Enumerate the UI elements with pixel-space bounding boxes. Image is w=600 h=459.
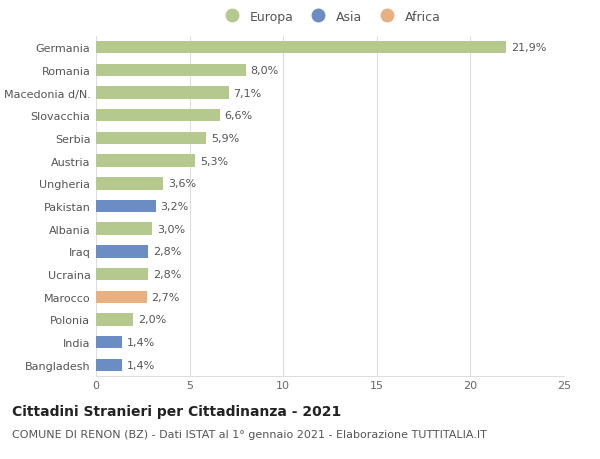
Text: 21,9%: 21,9% [511, 43, 546, 53]
Bar [96, 87, 229, 100]
Text: 2,8%: 2,8% [153, 269, 181, 280]
Text: 1,4%: 1,4% [127, 360, 155, 370]
Text: 2,7%: 2,7% [151, 292, 179, 302]
Text: 2,8%: 2,8% [153, 247, 181, 257]
Text: 3,2%: 3,2% [161, 202, 189, 212]
Text: 8,0%: 8,0% [250, 66, 278, 76]
Bar [96, 246, 148, 258]
Bar [96, 178, 163, 190]
Text: 3,6%: 3,6% [168, 179, 196, 189]
Bar [96, 155, 195, 168]
Text: Cittadini Stranieri per Cittadinanza - 2021: Cittadini Stranieri per Cittadinanza - 2… [12, 404, 341, 418]
Text: 1,4%: 1,4% [127, 337, 155, 347]
Bar [96, 132, 206, 145]
Text: 6,6%: 6,6% [224, 111, 253, 121]
Bar [96, 200, 156, 213]
Bar [96, 359, 122, 371]
Text: COMUNE DI RENON (BZ) - Dati ISTAT al 1° gennaio 2021 - Elaborazione TUTTITALIA.I: COMUNE DI RENON (BZ) - Dati ISTAT al 1° … [12, 429, 487, 439]
Text: 3,0%: 3,0% [157, 224, 185, 234]
Text: 7,1%: 7,1% [233, 88, 262, 98]
Text: 5,3%: 5,3% [200, 156, 228, 166]
Bar [96, 223, 152, 235]
Bar [96, 336, 122, 349]
Text: 2,0%: 2,0% [138, 315, 166, 325]
Legend: Europa, Asia, Africa: Europa, Asia, Africa [220, 11, 440, 24]
Bar [96, 313, 133, 326]
Bar [96, 268, 148, 281]
Bar [96, 64, 246, 77]
Text: 5,9%: 5,9% [211, 134, 239, 144]
Bar [96, 291, 146, 303]
Bar [96, 42, 506, 54]
Bar [96, 110, 220, 122]
